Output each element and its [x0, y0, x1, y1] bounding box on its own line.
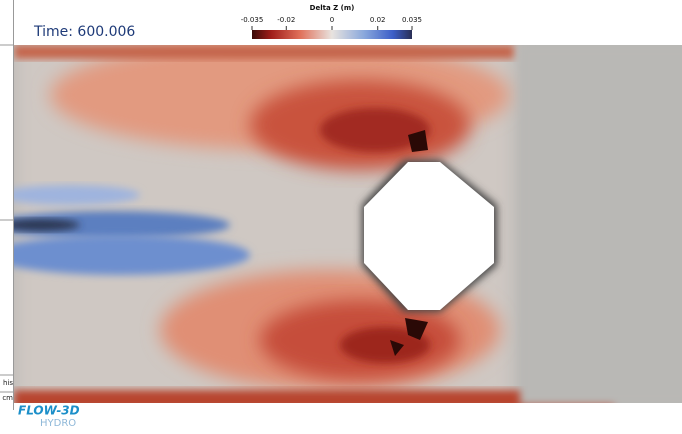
logo-product: HYDRO — [40, 418, 76, 429]
time-label: Time: 600.006 — [33, 24, 135, 40]
logo-name: FLOW-3D — [18, 404, 80, 418]
panel-text: cm — [2, 394, 13, 402]
colorbar-tick-label: 0 — [330, 16, 334, 24]
colorbar-tick-label: -0.02 — [277, 16, 295, 24]
side-panel — [0, 0, 14, 430]
colorbar-title: Delta Z (m) — [310, 4, 355, 12]
colorbar-tick-label: 0.02 — [370, 16, 386, 24]
panel-text: his — [3, 379, 13, 387]
page: his cm Time: 600.006 Del — [0, 0, 682, 430]
colorbar-tick-label: -0.035 — [241, 16, 264, 24]
colorbar-tick-label: 0.035 — [402, 16, 422, 24]
colorbar — [252, 30, 412, 39]
flow-field — [0, 40, 682, 410]
viewer: his cm Time: 600.006 Del — [0, 0, 682, 430]
